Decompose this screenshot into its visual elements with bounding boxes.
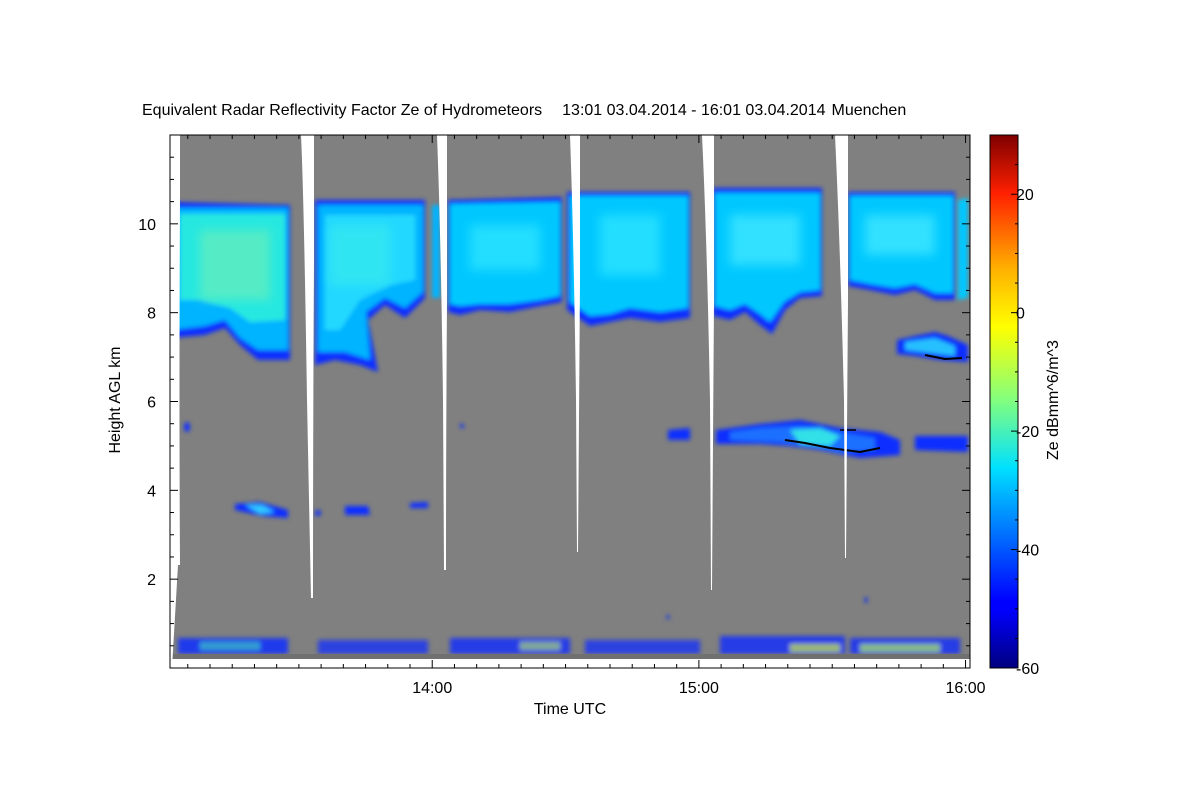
colorbar-label: Ze dBmm^6/m^3	[1045, 340, 1062, 460]
colorbar-ticks: -60 -40 -20 0 20	[1011, 164, 1039, 678]
near-surface-echoes	[178, 636, 960, 654]
x-tick-label: 16:00	[946, 680, 986, 697]
y-tick-label: 10	[138, 217, 156, 234]
colorbar-tick-label: -60	[1016, 661, 1039, 678]
y-tick-label: 8	[147, 306, 156, 323]
x-tick-label: 15:00	[679, 680, 719, 697]
chart-title: Equivalent Radar Reflectivity Factor Ze …	[142, 102, 906, 119]
colorbar-tick-label: -40	[1016, 543, 1039, 560]
y-tick-label: 4	[147, 483, 156, 500]
thin-layer	[897, 332, 968, 362]
y-axis-label: Height AGL km	[107, 346, 124, 453]
plot-area	[170, 135, 970, 668]
x-axis: 14:00 15:00 16:00	[187, 135, 986, 697]
low-patches	[184, 422, 868, 619]
x-axis-label: Time UTC	[534, 701, 606, 718]
colorbar-tick-label: 0	[1016, 306, 1025, 323]
x-tick-label: 14:00	[412, 680, 452, 697]
colorbar: -60 -40 -20 0 20 Ze dBmm^6/m^3	[989, 134, 1062, 678]
colorbar-tick-label: -20	[1016, 424, 1039, 441]
y-tick-label: 2	[147, 572, 156, 589]
colorbar-tick-label: 20	[1016, 187, 1034, 204]
y-axis: 2 4 6 8 10	[138, 156, 970, 647]
upper-cloud	[172, 188, 968, 372]
y-tick-label: 6	[147, 395, 156, 412]
colorbar-gradient	[989, 134, 1019, 669]
